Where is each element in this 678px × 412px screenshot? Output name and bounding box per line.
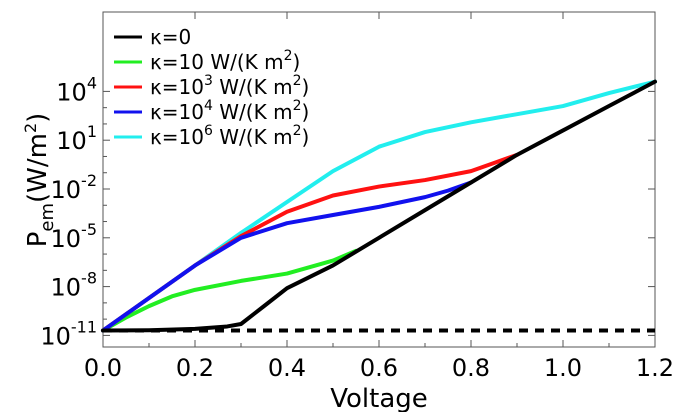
- y-tick-labels: 10-11 10-8 10-5 10-2 101 104: [40, 73, 97, 350]
- y-axis-title-units-close: ): [23, 113, 53, 123]
- y-tick-label: 10-8: [51, 269, 98, 302]
- legend-label: κ=0: [150, 25, 191, 49]
- x-tick-label: 0.0: [84, 354, 122, 382]
- x-tick-label: 0.6: [360, 354, 398, 382]
- y-axis-title-sub: em: [37, 203, 58, 232]
- y-tick-label: 10-5: [51, 220, 98, 253]
- x-tick-label: 1.0: [544, 354, 582, 382]
- x-tick-label: 0.4: [268, 354, 306, 382]
- series-line: [101, 152, 519, 333]
- series-line: [101, 180, 473, 333]
- series-layer: [101, 79, 657, 333]
- series-line: [101, 79, 657, 333]
- legend-label: κ=10 W/(K m2): [150, 48, 300, 74]
- x-tick-label: 0.8: [452, 354, 490, 382]
- legend-label: κ=104 W/(K m2): [150, 98, 309, 124]
- x-tick-labels: 0.0 0.2 0.4 0.6 0.8 1.0 1.2: [84, 354, 674, 382]
- x-tick-label: 1.2: [636, 354, 674, 382]
- y-tick-label: 10-2: [51, 171, 98, 204]
- y-axis-title-units-sup: 2: [21, 123, 40, 133]
- legend-label: κ=103 W/(K m2): [150, 73, 309, 99]
- y-axis-title-main: P: [23, 232, 53, 248]
- y-tick-label: 101: [56, 122, 97, 155]
- y-tick-label: 10-11: [40, 317, 97, 350]
- y-axis-title: Pem(W/m2): [21, 113, 58, 248]
- axis-ticks: [102, 12, 656, 347]
- x-tick-label: 0.2: [176, 354, 214, 382]
- legend: κ=0κ=10 W/(K m2)κ=103 W/(K m2)κ=104 W/(K…: [114, 25, 309, 149]
- x-axis-title: Voltage: [330, 384, 428, 412]
- legend-label: κ=106 W/(K m2): [150, 123, 309, 149]
- y-axis-title-units: (W/m: [23, 133, 53, 203]
- svg-text:Pem(W/m2): Pem(W/m2): [21, 113, 58, 248]
- series-line: [101, 248, 358, 333]
- y-tick-label: 104: [56, 73, 97, 106]
